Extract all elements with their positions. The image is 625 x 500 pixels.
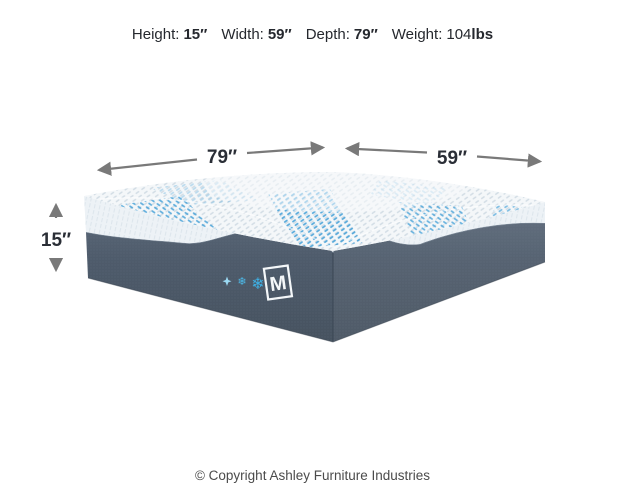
mattress-side-band <box>84 196 545 252</box>
spec-width-value: 59″ <box>267 26 292 43</box>
spec-summary: Height: 15″ Width: 59″ Depth: 79″ Weight… <box>0 26 625 43</box>
width-arrow-right <box>476 153 543 168</box>
base-bottom-edge <box>87 261 546 343</box>
spec-weight: Weight: 104lbs <box>392 26 493 43</box>
spec-weight-value: 104lbs <box>446 26 494 43</box>
depth-arrow-left <box>96 158 198 176</box>
monogram-box <box>262 264 294 301</box>
snowflake-icon: ❄ <box>251 274 264 293</box>
spec-depth-value: 79″ <box>353 26 378 43</box>
brand-logo: ❄ ❄ M <box>222 264 294 301</box>
spec-depth-label: Depth: <box>305 26 350 43</box>
width-arrow-label: 59″ <box>437 148 467 169</box>
spec-width: Width: 59″ <box>221 26 291 43</box>
sparkle-icon <box>222 276 232 286</box>
spec-height-label: Height: <box>131 26 180 43</box>
width-dimension <box>344 141 543 168</box>
spec-depth: Depth: 79″ <box>306 26 378 43</box>
depth-arrow-right <box>246 141 326 156</box>
mattress-base <box>85 222 546 343</box>
width-arrow-left <box>344 141 428 157</box>
copyright-text: © Copyright Ashley Furniture Industries <box>194 468 431 483</box>
spec-width-label: Width: <box>221 26 264 43</box>
spec-height-value: 15″ <box>183 26 208 43</box>
depth-dimension <box>96 141 326 176</box>
depth-arrow-label: 79″ <box>207 147 237 168</box>
spec-weight-label: Weight: <box>391 26 443 43</box>
base-right-face-tint <box>333 222 545 342</box>
height-arrow-label: 15″ <box>41 230 71 251</box>
monogram-letter: M <box>268 272 288 296</box>
spec-height: Height: 15″ <box>132 26 207 43</box>
snowflake-icon: ❄ <box>237 275 246 288</box>
